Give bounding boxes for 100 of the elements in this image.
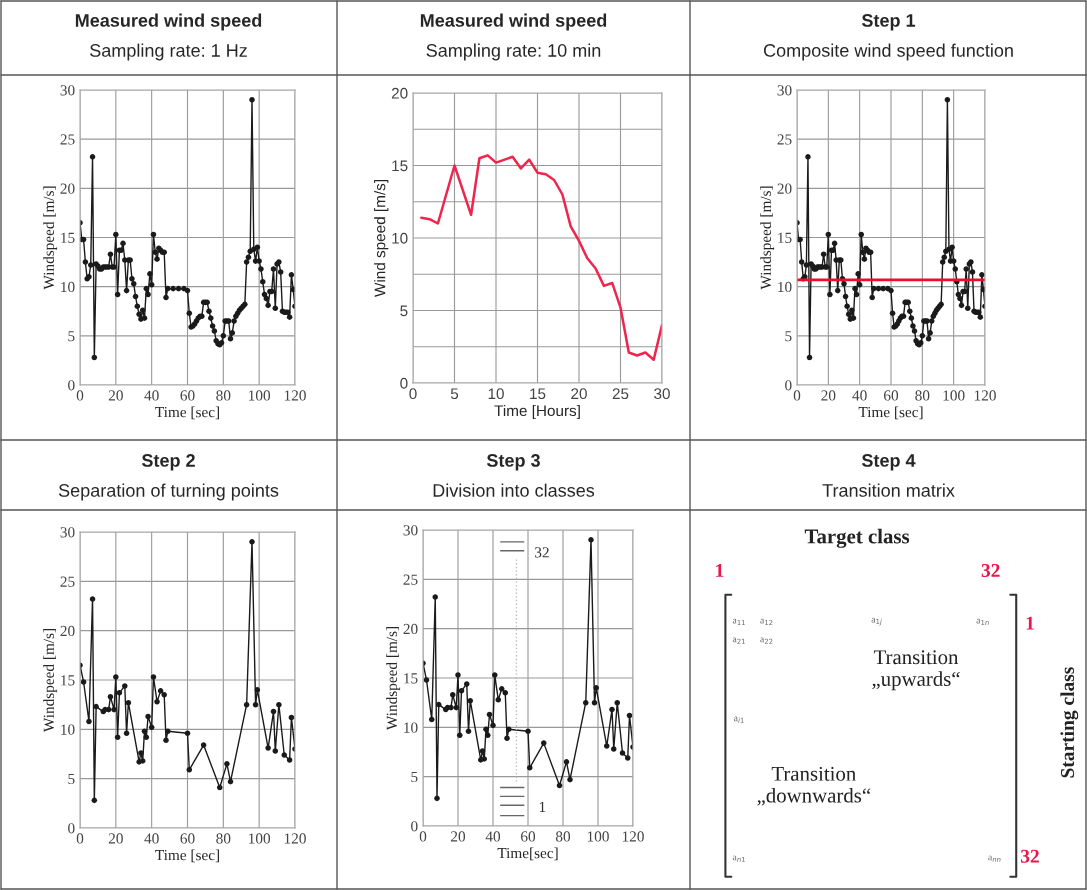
x-tick-label: 120: [622, 831, 644, 842]
text: a$_{12}$: [760, 618, 773, 625]
y-tick-label: 20: [777, 183, 792, 194]
x-tick-label: 0: [419, 831, 427, 842]
annotation: 1: [539, 801, 546, 812]
chart-subtitle: Sampling rate: 1 Hz: [90, 43, 247, 61]
y-tick-label: 25: [403, 574, 418, 585]
y-axis-title: Windspeed [m/s]: [386, 627, 401, 731]
text: a$_{21}$: [732, 637, 745, 644]
x-axis-title: Time [sec]: [858, 406, 923, 420]
annotation: 32: [535, 547, 549, 558]
y-tick-label: 20: [60, 183, 75, 194]
text: Transition matrix: [822, 483, 955, 497]
x-tick-label: 20: [571, 388, 587, 400]
y-axis-title: Windspeed [m/s]: [760, 186, 775, 290]
y-tick-label: 5: [68, 773, 75, 785]
y-tick-label: 0: [68, 823, 75, 834]
text: Transition „downwards“: [757, 766, 871, 806]
x-axis-title: Time[sec]: [497, 847, 558, 861]
text: 32: [981, 563, 1000, 578]
x-tick-label: 40: [144, 390, 159, 401]
y-tick-label: 20: [60, 625, 75, 637]
y-tick-label: 30: [60, 85, 75, 96]
y-tick-label: 30: [60, 527, 75, 538]
y-tick-label: 10: [778, 281, 792, 293]
text: Transition „upwards“: [872, 650, 960, 691]
y-tick-label: 15: [404, 673, 418, 684]
y-tick-label: 20: [403, 623, 418, 635]
x-tick-label: 100: [249, 833, 271, 844]
x-axis-title: Time [sec]: [155, 849, 219, 863]
chart-title: Step 2: [141, 454, 195, 471]
text: 32: [1020, 849, 1039, 863]
y-tick-label: 10: [392, 232, 408, 244]
x-tick-label: 40: [852, 390, 867, 401]
y-tick-label: 0: [411, 821, 418, 832]
x-tick-label: 60: [521, 831, 536, 842]
chart-subtitle: Sampling rate: 10 min: [426, 43, 601, 61]
y-tick-label: 25: [60, 576, 75, 587]
text: Step 4: [861, 454, 916, 471]
x-axis-title: Time [Hours]: [494, 404, 580, 420]
x-tick-label: 0: [76, 833, 84, 844]
x-tick-label: 25: [612, 388, 629, 400]
chart-title: Measured wind speed: [75, 13, 262, 31]
x-tick-label: 60: [180, 833, 195, 844]
y-tick-label: 0: [785, 380, 792, 391]
y-tick-label: 15: [61, 232, 75, 243]
text: 1: [1026, 616, 1034, 630]
x-tick-label: 20: [108, 833, 123, 844]
text: a$_{22}$: [760, 637, 773, 644]
text: a$_{nn}$: [988, 855, 1001, 862]
x-tick-label: 40: [144, 833, 159, 844]
y-tick-label: 10: [61, 724, 75, 735]
text: a$_{11}$: [732, 618, 745, 625]
text: a$_{1j}$: [871, 617, 882, 626]
x-tick-label: 0: [76, 390, 84, 401]
x-axis-title: Time [sec]: [155, 406, 219, 420]
x-tick-label: 40: [485, 831, 501, 842]
chart-subtitle: Division into classes: [433, 483, 595, 497]
text: a$_{1n}$: [976, 618, 989, 625]
y-tick-label: 5: [785, 331, 792, 342]
y-tick-label: 0: [68, 380, 75, 391]
text: a$_{n1}$: [732, 855, 745, 862]
chart-subtitle: Composite wind speed function: [763, 43, 1013, 61]
y-tick-label: 15: [392, 160, 408, 172]
x-tick-label: 10: [488, 388, 504, 400]
x-tick-label: 80: [555, 831, 571, 842]
y-tick-label: 25: [777, 134, 792, 145]
y-tick-label: 20: [391, 87, 408, 99]
x-tick-label: 120: [284, 390, 306, 401]
x-tick-label: 20: [451, 831, 466, 842]
chart-title: Measured wind speed: [420, 13, 607, 31]
y-tick-label: 10: [404, 722, 418, 733]
chart-subtitle: Separation of turning points: [58, 483, 279, 501]
text: Target class: [804, 528, 910, 548]
x-tick-label: 80: [915, 390, 930, 401]
y-tick-label: 5: [400, 305, 408, 317]
text: 1: [716, 564, 724, 577]
y-tick-label: 5: [68, 331, 75, 342]
x-tick-label: 120: [284, 833, 306, 844]
chart-title: Step 3: [486, 454, 540, 471]
y-axis-title: Windspeed [m/s]: [43, 629, 58, 733]
y-tick-label: 30: [403, 525, 418, 536]
x-tick-label: 20: [821, 390, 836, 401]
y-axis-title: Wind speed [m/s]: [374, 180, 389, 297]
x-tick-label: 0: [793, 390, 801, 401]
x-tick-label: 30: [654, 388, 670, 400]
y-tick-label: 10: [61, 281, 75, 293]
x-tick-label: 100: [943, 390, 965, 401]
text: Starting class: [1060, 667, 1079, 778]
x-tick-label: 120: [974, 390, 996, 401]
chart-title: Step 1: [861, 14, 916, 31]
text: a$_{i1}$: [734, 716, 744, 723]
x-tick-label: 60: [884, 390, 899, 401]
y-tick-label: 5: [411, 771, 418, 783]
x-tick-label: 100: [249, 390, 271, 401]
y-tick-label: 25: [60, 134, 75, 145]
y-tick-label: 15: [778, 232, 792, 243]
y-tick-label: 15: [61, 675, 75, 686]
y-tick-label: 30: [777, 85, 792, 96]
x-tick-label: 80: [216, 833, 231, 844]
